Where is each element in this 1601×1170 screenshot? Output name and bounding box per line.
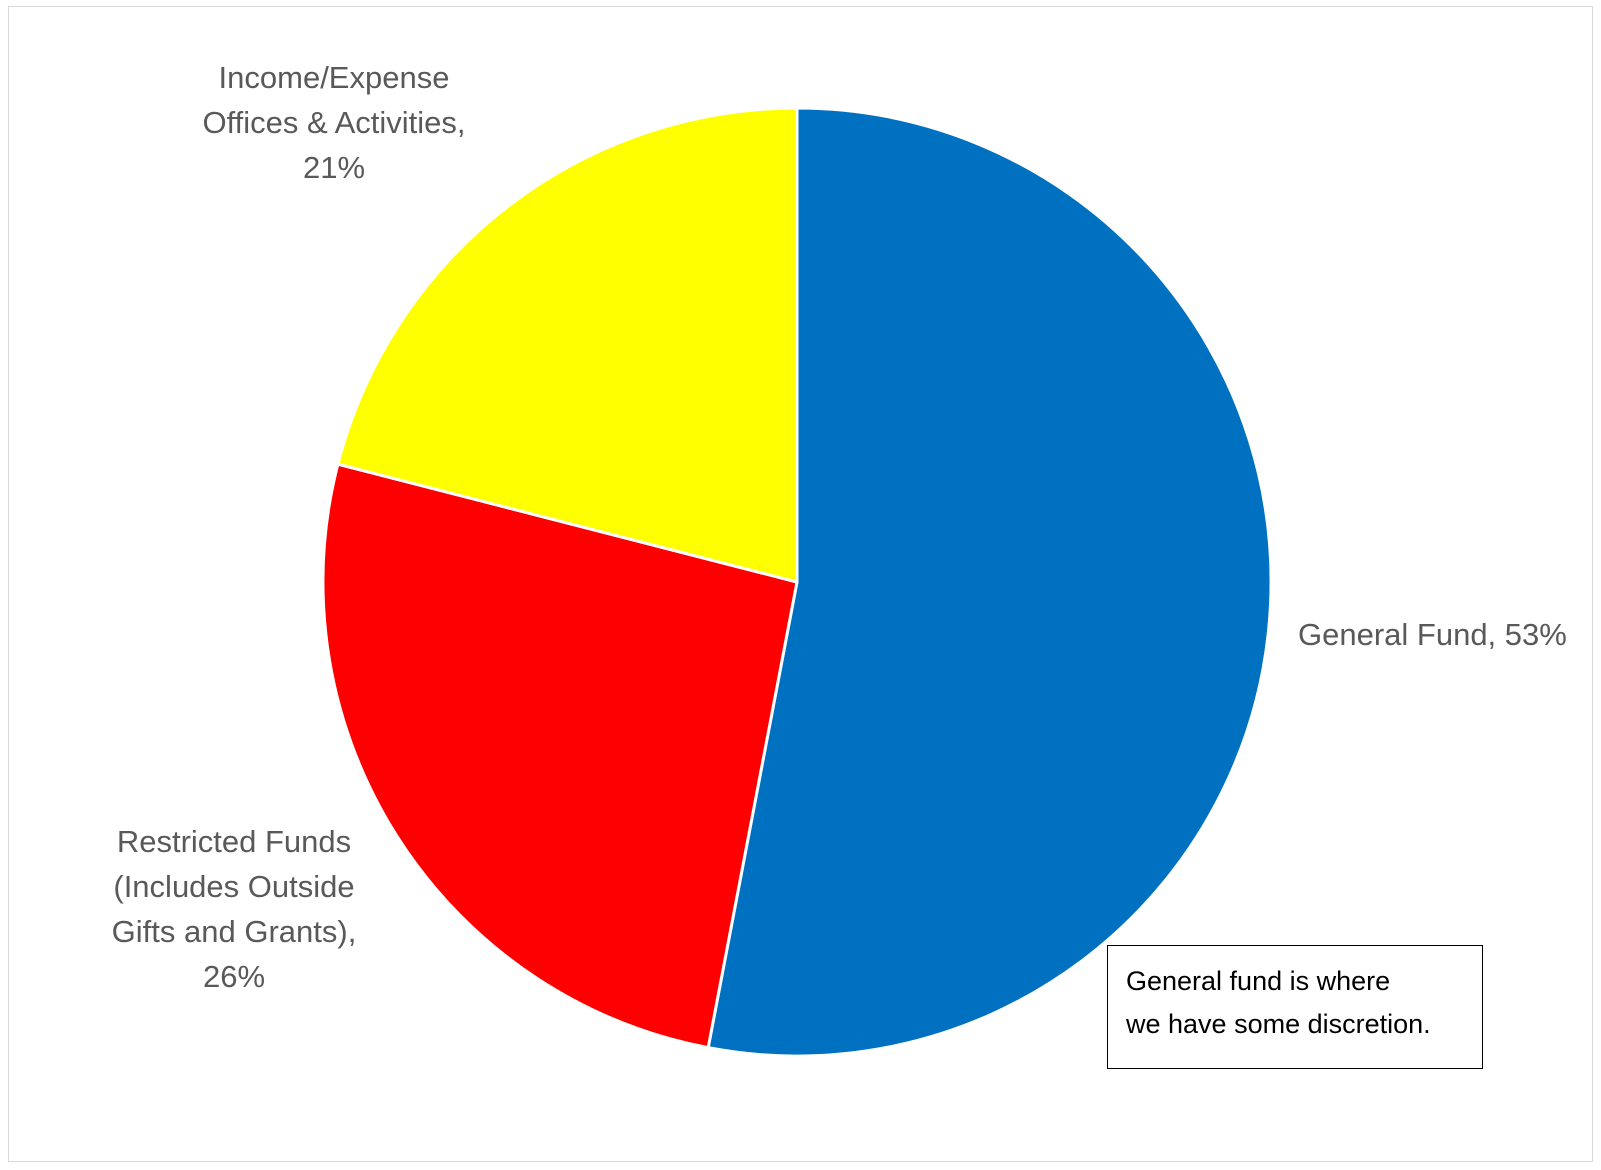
slice-label-line: 21% (302, 150, 366, 185)
slice-label-line: Restricted Funds (116, 824, 352, 859)
slice-label-line: 26% (202, 959, 266, 994)
slice-label-line: Offices & Activities, (202, 105, 466, 140)
annotation-line: we have some discretion. (1126, 1009, 1431, 1039)
slice-label-general-fund: General Fund, 53% (1298, 612, 1567, 657)
pie-slice-restricted (321, 462, 799, 1050)
pie-chart (321, 106, 1273, 1058)
annotation-line: General fund is where (1126, 966, 1391, 996)
pie-slice-general (706, 106, 1273, 1058)
pie-slice-incomeexpense (336, 106, 799, 584)
slice-label-line: Income/Expense (218, 60, 450, 95)
annotation-callout: General fund is where we have some discr… (1107, 945, 1483, 1069)
slice-label-restricted-funds: Restricted Funds (Includes Outside Gifts… (79, 819, 389, 999)
slice-label-line: (Includes Outside (113, 869, 355, 904)
chart-area: General Fund, 53% Restricted Funds (Incl… (8, 6, 1593, 1162)
slice-label-line: General Fund, 53% (1298, 617, 1567, 652)
slice-label-line: Gifts and Grants), (111, 914, 357, 949)
slice-label-income-expense: Income/Expense Offices & Activities, 21% (179, 55, 489, 190)
